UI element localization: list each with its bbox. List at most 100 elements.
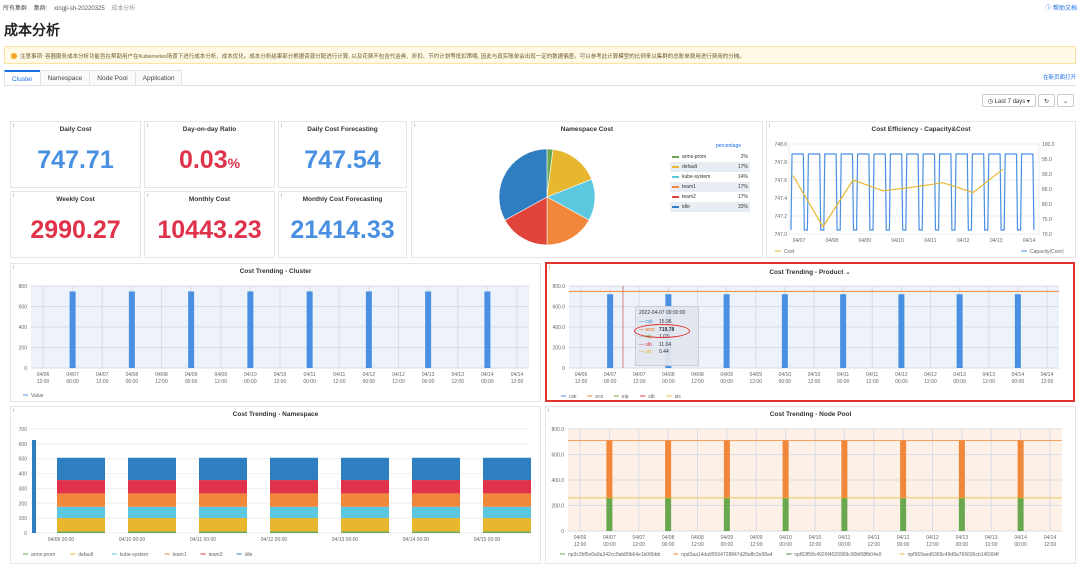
nodepool-bar-upper	[724, 440, 730, 497]
ns-stack-idle	[412, 458, 460, 480]
ns-stack-kube-system	[57, 507, 105, 518]
legend-label: team1	[682, 184, 738, 190]
x-tick-time: 12:00	[691, 379, 704, 385]
tab-node-pool[interactable]: Node Pool	[89, 70, 135, 85]
open-new-page-link[interactable]: 在新页面打开	[1043, 73, 1076, 81]
help-label: 帮助文档	[1053, 6, 1077, 12]
x-tick-label: 04/14	[1023, 238, 1036, 244]
x-tick-date: 04/12	[895, 372, 908, 378]
ns-stack-kube-system	[341, 507, 389, 518]
breadcrumb-cluster-name[interactable]: xingji-sh-20220325	[54, 6, 105, 12]
tab-application[interactable]: Application	[135, 70, 183, 85]
panel-title: Weekly Cost	[11, 196, 140, 203]
pie-legend-item[interactable]: team2 17%	[670, 192, 750, 202]
x-tick-time: 12:00	[37, 379, 50, 385]
tab-bar: Cluster Namespace Node Pool Application	[4, 70, 1076, 86]
x-tick-time: 12:00	[574, 542, 587, 548]
x-tick-label: 04/09	[858, 238, 871, 244]
x-tick-label: 04/08	[826, 238, 839, 244]
x-tick-label: 04/10	[891, 238, 904, 244]
x-tick-date: 04/07	[632, 535, 645, 541]
legend-eip: eip	[622, 394, 629, 400]
legend-value: 14%	[738, 174, 748, 180]
ns-stack-team1	[199, 493, 247, 506]
cost-trending-nodepool-chart: 800.0600.0400.0200.0004/0612:0004/0700:0…	[546, 407, 1077, 565]
x-tick-time: 12:00	[926, 542, 939, 548]
legend-swatch	[672, 186, 679, 188]
weekly-cost-panel: i Weekly Cost 2990.27	[10, 191, 141, 258]
refresh-button[interactable]: ↻	[1038, 94, 1055, 107]
pie-legend-item[interactable]: kube-system 14%	[670, 172, 750, 182]
tab-cluster[interactable]: Cluster	[4, 70, 41, 85]
panel-title: Monthly Cost	[145, 196, 274, 203]
nodepool-bar-upper	[606, 440, 612, 497]
refresh-interval-dropdown[interactable]: ⌄	[1057, 94, 1074, 107]
y2-tick-label: 100.0	[1042, 142, 1055, 148]
notice-text: 注意事项: 容器服务成本分析功能旨在帮助用户在Kubernetes场景下进行成本…	[20, 54, 745, 60]
ns-stack-team2	[270, 480, 318, 493]
ns-stack-idle	[483, 458, 531, 480]
tooltip-series-name: — slb	[639, 342, 659, 350]
legend-capacity: Capacity(Core)	[1030, 249, 1064, 255]
x-tick-time: 12:00	[808, 379, 821, 385]
tab-namespace[interactable]: Namespace	[40, 70, 91, 85]
legend-np3c2bf5e0a9a342cc9ab89b64e1b06bbb: np3c2bf5e0a9a342cc9ab89b64e1b06bbb	[568, 552, 661, 558]
x-tick-time: 00:00	[603, 542, 616, 548]
cost-trending-product-chart: 800.0600.0400.0200.0004/0612:0004/0700:0…	[547, 264, 1073, 400]
nodepool-bar-lower	[783, 498, 789, 531]
cluster-bar	[188, 291, 194, 368]
tooltip-time: 2022-04-07 00:00:00	[639, 310, 695, 316]
x-tick-date: 04/08	[691, 535, 704, 541]
cluster-bar	[247, 291, 253, 368]
x-tick-date: 04/12	[392, 372, 405, 378]
y-tick-label: 400.0	[552, 325, 565, 331]
x-tick-date: 04/14	[1044, 535, 1057, 541]
x-tick-time: 00:00	[779, 542, 792, 548]
ns-stack-idle	[199, 458, 247, 480]
product-bar	[898, 294, 904, 368]
daily-forecast-panel: i Daily Cost Forecasting 747.54	[278, 121, 407, 188]
nodepool-bar-lower	[665, 498, 671, 531]
ratio-unit: %	[228, 155, 240, 171]
pie-legend-item[interactable]: arms-prom 2%	[670, 152, 750, 162]
ns-stack-default	[412, 518, 460, 531]
y-tick-label: 0	[562, 366, 565, 372]
cost-trending-cluster-panel: i Cost Trending - Cluster 800 600 400 200 0 0…	[10, 263, 541, 402]
x-tick-time: 12:00	[633, 379, 646, 385]
pie-legend-item[interactable]: default 17%	[670, 162, 750, 172]
x-tick-time: 12:00	[982, 379, 995, 385]
legend-value: 33%	[738, 204, 748, 210]
weekly-cost-value: 2990.27	[11, 216, 140, 245]
ns-stack-team1	[270, 493, 318, 506]
ns-stack-idle	[128, 458, 176, 480]
y-tick-label: 600	[19, 442, 28, 448]
y2-tick-label: 75.0	[1042, 217, 1052, 223]
product-bar	[840, 294, 846, 368]
y-tick-label: 747.2	[774, 214, 787, 220]
x-tick-time: 00:00	[721, 542, 734, 548]
legend-Value: Value	[31, 393, 44, 399]
help-icon: ⓘ	[1045, 6, 1051, 12]
x-tick-date: 04/09	[185, 372, 198, 378]
x-tick-time: 12:00	[511, 379, 524, 385]
x-tick-date: 04/10	[779, 535, 792, 541]
nodepool-bar-upper	[959, 440, 965, 497]
x-tick-date: 04/07	[96, 372, 109, 378]
x-tick-date: 04/14	[511, 372, 524, 378]
x-tick-time: 00:00	[662, 379, 675, 385]
x-tick-label: 04/10 00:00	[119, 537, 146, 543]
legend-slb: slb	[648, 394, 655, 400]
legend-value: 2%	[741, 154, 748, 160]
highlight-ellipse	[634, 324, 690, 338]
time-range-picker[interactable]: ◷ Last 7 days ▾	[982, 94, 1036, 107]
x-tick-label: 04/07	[793, 238, 806, 244]
x-tick-time: 00:00	[303, 379, 316, 385]
nodepool-bar-lower	[606, 498, 612, 531]
y-tick-label: 200.0	[551, 504, 564, 510]
help-link[interactable]: ⓘ 帮助文档	[1045, 3, 1077, 12]
pie-legend-item[interactable]: team1 17%	[670, 182, 750, 192]
daily-cost-value: 747.71	[11, 146, 140, 175]
x-tick-date: 04/08	[126, 372, 139, 378]
pie-legend-item[interactable]: idle 33%	[670, 202, 750, 212]
breadcrumb-all-clusters[interactable]: 所有集群	[3, 6, 27, 12]
